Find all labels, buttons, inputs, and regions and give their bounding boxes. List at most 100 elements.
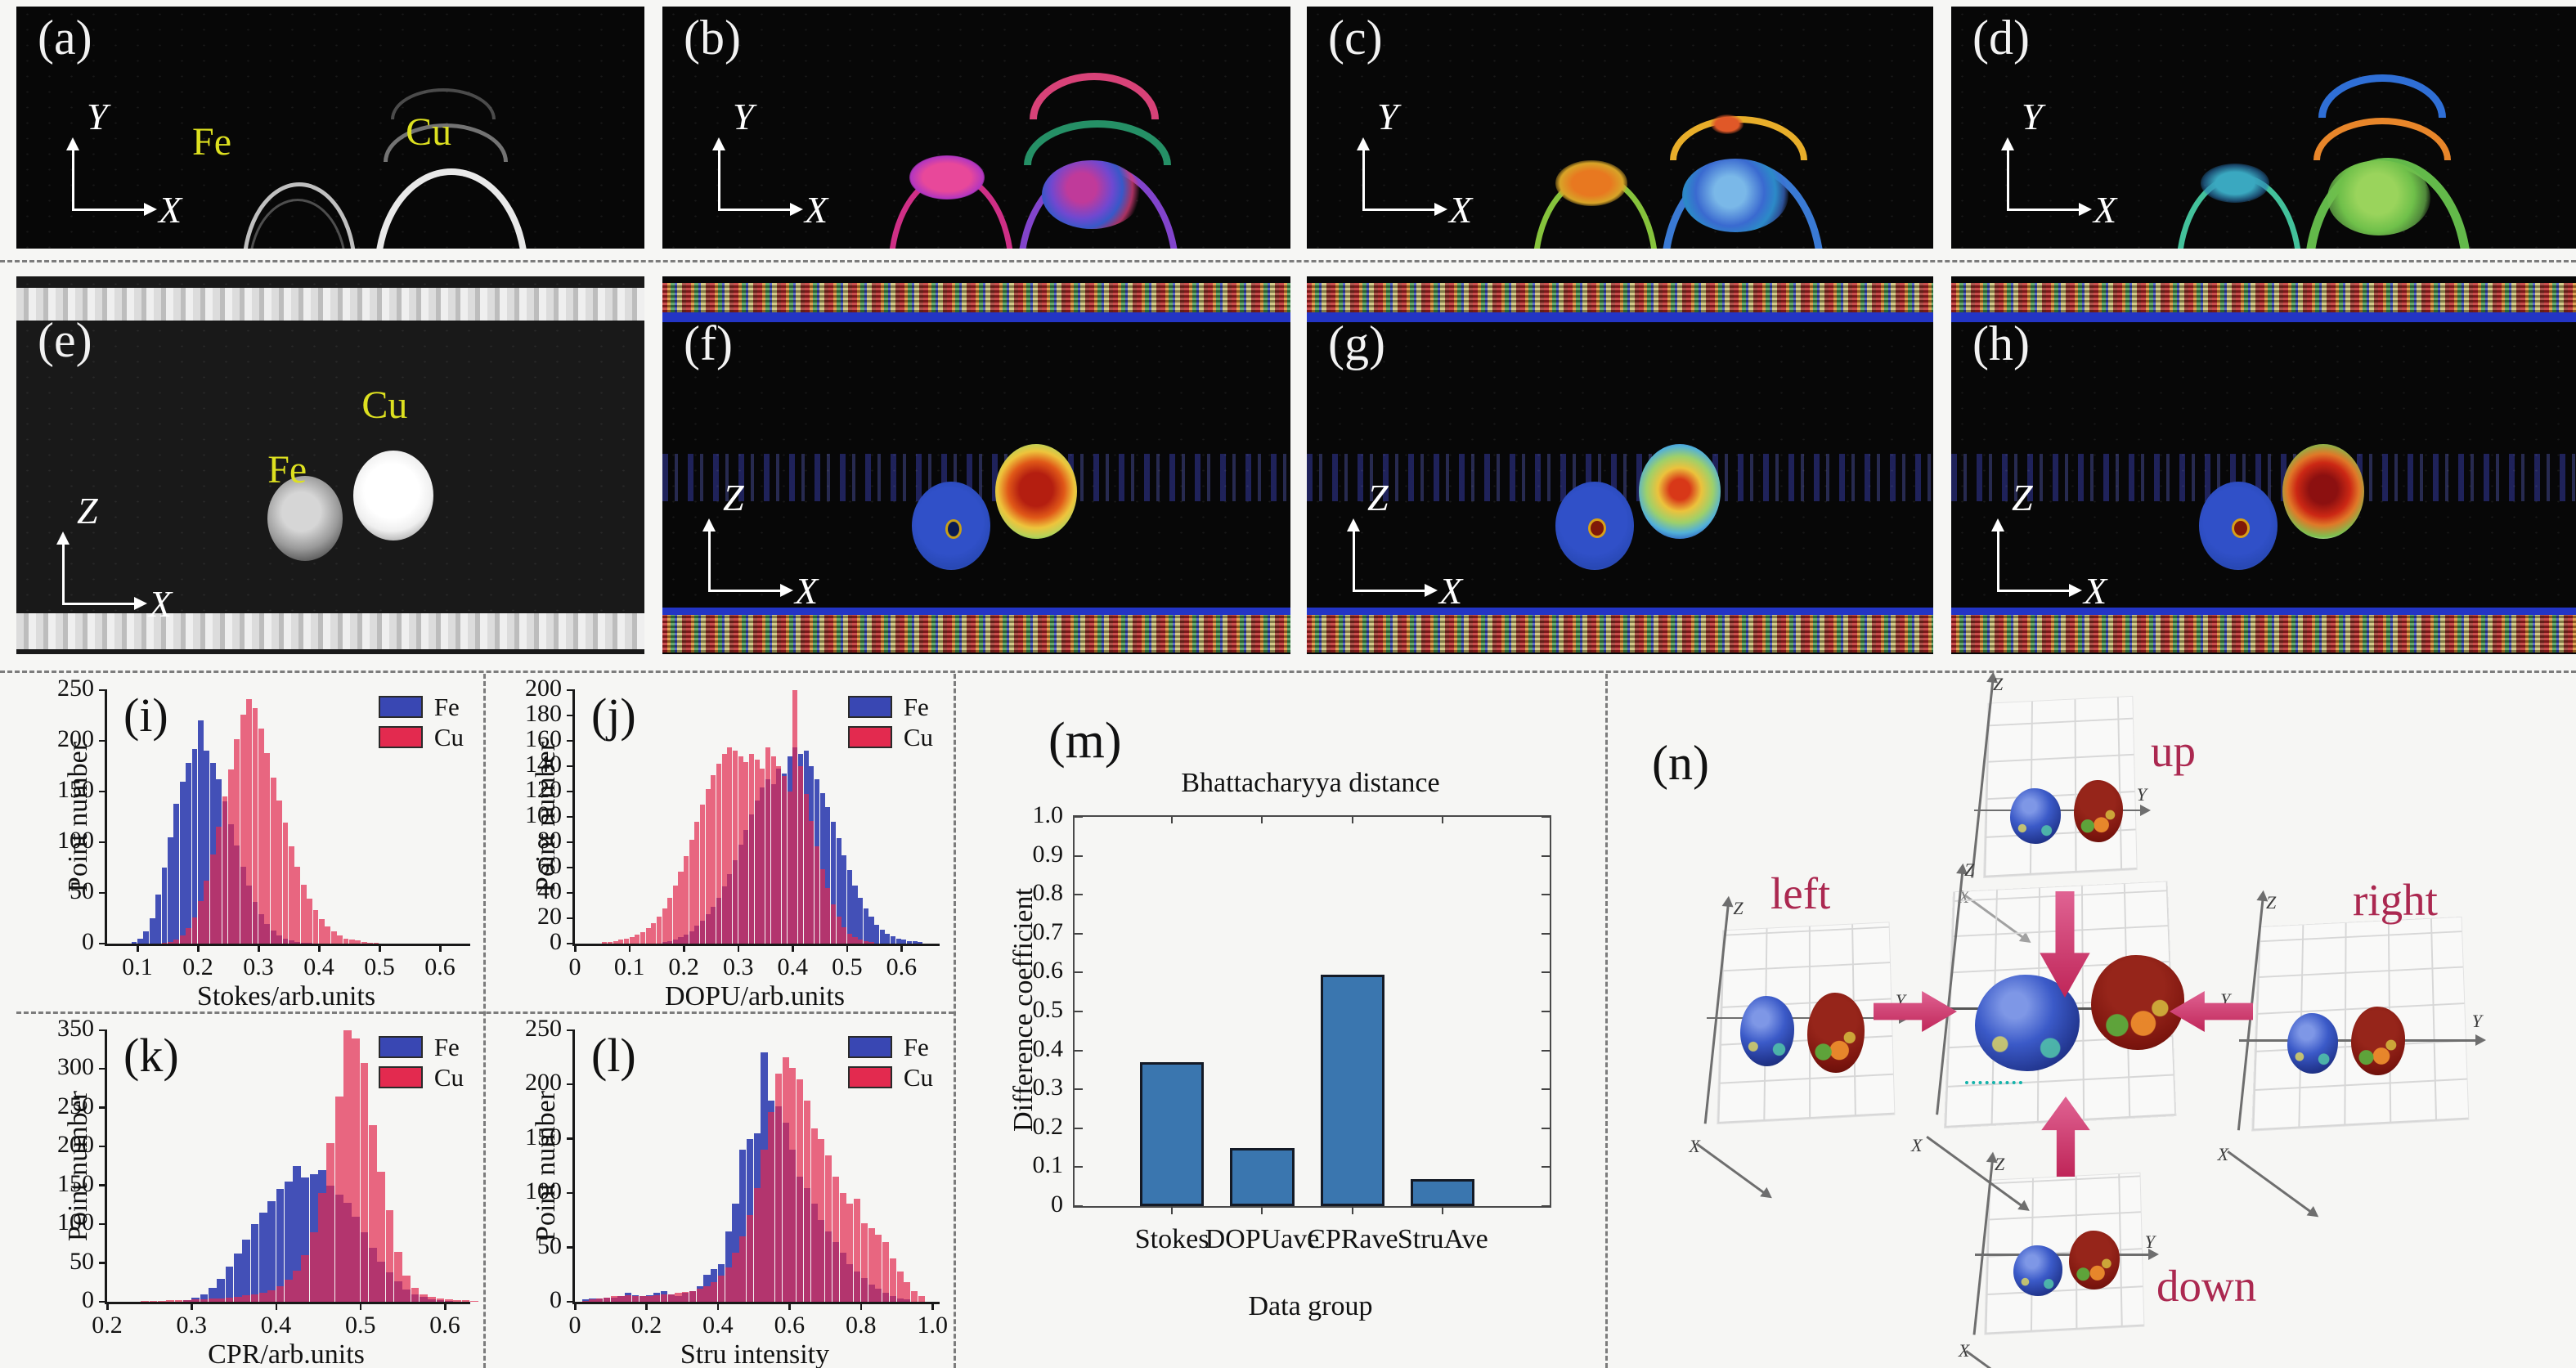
- hist-bar-cu: [732, 1253, 739, 1302]
- y-tick-label: 0: [550, 1286, 562, 1313]
- x-tick-mark: [716, 1302, 720, 1310]
- cu-sphere: [2282, 444, 2364, 540]
- x-axis: [1696, 1142, 1770, 1197]
- hist-bar-cu: [250, 1294, 259, 1302]
- hist-bar-cu: [889, 1258, 896, 1302]
- y-tick-mark: [567, 917, 575, 919]
- hist-bar-fe: [186, 763, 191, 944]
- y-tick-label: 0.7: [1032, 917, 1064, 945]
- hist-bar-cu: [293, 1271, 301, 1302]
- y-tick-mark: [567, 1300, 575, 1303]
- hist-bar-cu: [602, 942, 608, 944]
- x-axis-title: Stokes/arb.units: [196, 981, 376, 1011]
- x-tick-label: 0.2: [668, 953, 699, 980]
- x-tick-label: 0.2: [92, 1312, 123, 1339]
- hist-bar-cu: [191, 917, 198, 944]
- panel-letter: (l): [591, 1029, 636, 1082]
- hist-bar-fe: [233, 1254, 242, 1302]
- x-tick-mark: [846, 944, 849, 952]
- x-tick-label: 0.6: [886, 953, 918, 980]
- hist-bar-cu: [789, 1068, 797, 1302]
- x-tick-mark: [574, 1302, 577, 1310]
- hist-bar-fe: [217, 1278, 225, 1302]
- axis-label-x: X: [2094, 189, 2117, 231]
- plot-area: 0 0.1 0.2 0.3 0.4 0.5 0.6 0.7 0.8 0.9 1.0 Stokes DOP…: [1033, 803, 1551, 1254]
- hist-bar-cu: [749, 753, 755, 944]
- x-tick-label: 0.4: [303, 953, 334, 980]
- hist-bar-cu: [461, 1300, 470, 1302]
- fe-arch-core: [1555, 160, 1627, 206]
- axis-label-x: X: [2084, 570, 2107, 612]
- legend: Fe Cu: [847, 1032, 933, 1092]
- x-tick-mark-top: [1442, 817, 1444, 823]
- hist-bar-cu: [761, 1150, 768, 1302]
- hist-bar-cu: [330, 931, 337, 944]
- category-label: StruAve: [1397, 1224, 1488, 1254]
- y-tick-mark-right: [1542, 816, 1550, 818]
- y-tick-mark-right: [1542, 1011, 1550, 1012]
- hist-bar-cu: [174, 1300, 183, 1302]
- panel-f-label: (f): [684, 316, 733, 370]
- x-tick-mark: [359, 1302, 362, 1310]
- y-tick-mark: [567, 765, 575, 767]
- hist-bar-cu: [141, 1301, 150, 1302]
- hist-bar-cu: [225, 1298, 234, 1302]
- y-tick-mark: [1075, 1205, 1083, 1207]
- x-axis-title: Data group: [1248, 1291, 1373, 1321]
- hist-bar-fe: [168, 836, 173, 944]
- y-tick-mark: [567, 790, 575, 792]
- y-tick-mark: [1075, 1127, 1083, 1129]
- hist-bar-cu: [276, 801, 282, 944]
- hist-bar-cu: [222, 796, 228, 944]
- hist-bar-cu: [246, 699, 252, 944]
- axis-label-x: X: [1439, 570, 1463, 612]
- hist-bar-cu: [832, 1177, 839, 1302]
- hist-bar-cu: [814, 845, 819, 944]
- y-axis-arrow: [2001, 137, 2014, 211]
- fe-blob: [2287, 1013, 2338, 1074]
- hist-bar-cu: [445, 1299, 453, 1302]
- hist-bar-cu: [639, 1296, 646, 1302]
- panel-d-label: (d): [1972, 11, 2030, 65]
- hist-bar-cu: [240, 714, 246, 944]
- panel-h: (h) Z X: [1951, 276, 2576, 654]
- barchart-bhattacharyya: Bhattacharyya distance Data group Differen…: [957, 673, 1605, 1368]
- bottom-noise-band: [1307, 615, 1933, 653]
- hist-bar-cu: [809, 820, 815, 944]
- x-tick-label: 0.1: [613, 953, 645, 980]
- z-axis-arrow: [1347, 518, 1360, 592]
- x-tick-mark: [444, 1302, 447, 1310]
- y-tick-label: 0.2: [1032, 1112, 1064, 1140]
- axis-label-y: Y: [87, 96, 108, 137]
- legend-label: Cu: [903, 1063, 933, 1092]
- hist-bar-cu: [774, 1074, 782, 1302]
- series-cu: [575, 690, 940, 944]
- hist-bar-cu: [678, 871, 684, 944]
- hist-bar-cu: [645, 928, 651, 944]
- hist-bar-cu: [716, 763, 722, 944]
- hist-bar-fe: [879, 929, 885, 944]
- fe-sphere-core-dot: [2232, 518, 2251, 538]
- y-tick-label: 120: [525, 776, 562, 803]
- hist-bar-cu: [841, 926, 847, 944]
- hist-bar-fe: [852, 885, 858, 944]
- legend-swatch: [378, 1066, 423, 1088]
- hist-bar-cu: [173, 940, 180, 944]
- axis-label-x: X: [159, 189, 182, 231]
- legend-swatch: [847, 726, 892, 748]
- hist-bar-fe: [301, 1177, 310, 1302]
- y-axis: [1974, 1249, 2159, 1259]
- x-tick-mark: [258, 944, 260, 952]
- cu-sphere: [352, 450, 433, 540]
- hist-bar-cu: [830, 904, 836, 944]
- bar-dopuave: [1230, 1147, 1295, 1206]
- legend-swatch: [378, 696, 423, 718]
- axis-label-z: Z: [1964, 859, 1975, 881]
- y-tick-mark: [1075, 854, 1083, 857]
- hist-bar-fe: [161, 868, 168, 944]
- hist-bar-cu: [656, 917, 662, 944]
- hist-bar-cu: [810, 1128, 818, 1302]
- hist-bar-cu: [349, 940, 355, 944]
- hist-bar-cu: [797, 766, 803, 944]
